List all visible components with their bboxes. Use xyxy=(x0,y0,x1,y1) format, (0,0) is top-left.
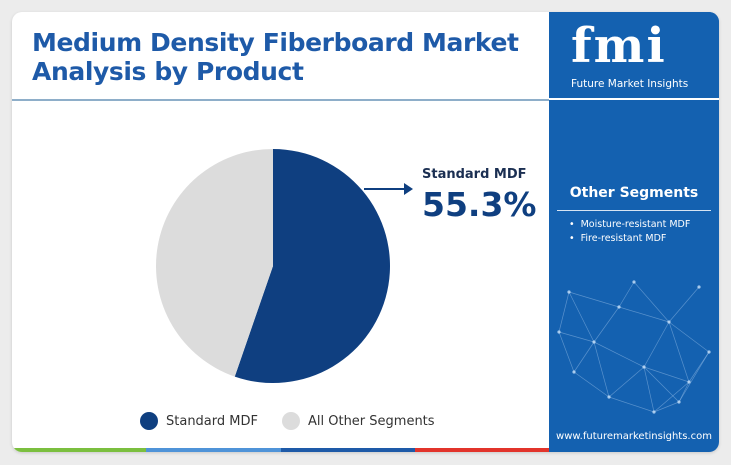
legend-swatch-other-segments xyxy=(281,412,300,430)
network-node xyxy=(697,285,701,289)
network-line xyxy=(643,321,670,368)
network-pattern-decoration xyxy=(557,280,711,414)
network-line xyxy=(593,306,620,343)
network-line xyxy=(678,381,690,403)
pie-slice-standard-mdf xyxy=(234,149,390,384)
network-line xyxy=(668,286,700,323)
network-node xyxy=(607,395,611,399)
network-line xyxy=(668,321,710,353)
network-line xyxy=(643,366,680,403)
network-node xyxy=(572,370,576,374)
network-line xyxy=(558,331,595,343)
bottom-bar-segment xyxy=(414,448,549,452)
network-line xyxy=(558,331,575,373)
network-line xyxy=(653,381,690,413)
network-line xyxy=(618,281,635,308)
network-node xyxy=(567,290,571,294)
network-line xyxy=(558,291,570,333)
network-line xyxy=(653,401,680,413)
fmi-logo: fmi Future Market Insights xyxy=(549,12,719,100)
network-line xyxy=(688,351,710,383)
legend-label-other-segments: All Other Segments xyxy=(307,413,435,429)
logo-letters: fmi xyxy=(571,18,667,74)
other-segments-list: Moisture-resistant MDF Fire-resistant MD… xyxy=(569,218,691,246)
network-node xyxy=(592,340,596,344)
network-line xyxy=(593,341,610,398)
chart-legend: Standard MDF All Other Segments xyxy=(140,412,459,430)
legend-item-other-segments: All Other Segments xyxy=(281,412,435,430)
other-segment-item: Moisture-resistant MDF xyxy=(569,218,691,232)
network-line xyxy=(678,351,710,403)
network-node xyxy=(707,350,711,354)
network-node xyxy=(687,380,691,384)
network-line xyxy=(633,281,670,323)
sidebar-panel: fmi Future Market Insights Other Segment… xyxy=(549,12,719,452)
network-line xyxy=(608,366,645,398)
network-line xyxy=(618,306,670,323)
network-line xyxy=(668,321,690,383)
callout-arrow-head xyxy=(404,183,413,195)
network-node xyxy=(557,330,561,334)
network-line xyxy=(568,291,595,343)
legend-label-standard-mdf: Standard MDF xyxy=(166,413,258,429)
network-line xyxy=(643,366,690,383)
bottom-bar-segment xyxy=(280,448,415,452)
network-line xyxy=(643,366,655,413)
network-node xyxy=(667,320,671,324)
callout-label: Standard MDF xyxy=(422,167,527,182)
network-line xyxy=(573,341,595,373)
network-line xyxy=(573,371,610,398)
bottom-bar-segment xyxy=(12,448,147,452)
pie-chart xyxy=(155,149,413,384)
other-segments-title: Other Segments xyxy=(569,185,699,201)
title-divider xyxy=(12,99,549,101)
network-node xyxy=(677,400,681,404)
network-node xyxy=(632,280,636,284)
other-segments-divider xyxy=(557,210,711,211)
legend-swatch-standard-mdf xyxy=(140,412,158,430)
network-node xyxy=(617,305,621,309)
page-title: Medium Density Fiberboard Market Analysi… xyxy=(32,28,519,86)
website-url: www.futuremarketinsights.com xyxy=(556,431,712,442)
logo-subtitle: Future Market Insights xyxy=(571,78,689,90)
other-segment-item: Fire-resistant MDF xyxy=(569,232,690,246)
network-node xyxy=(642,365,646,369)
infographic-card: Medium Density Fiberboard Market Analysi… xyxy=(12,12,719,452)
pie-slice-other-segments xyxy=(155,149,273,377)
network-line xyxy=(608,396,655,413)
legend-item-standard-mdf: Standard MDF xyxy=(140,412,258,430)
network-line xyxy=(568,291,620,308)
network-node xyxy=(652,410,656,414)
bottom-color-bar xyxy=(12,448,549,452)
bottom-bar-segment xyxy=(146,448,281,452)
callout-value: 55.3% xyxy=(422,185,537,224)
network-line xyxy=(593,341,645,368)
